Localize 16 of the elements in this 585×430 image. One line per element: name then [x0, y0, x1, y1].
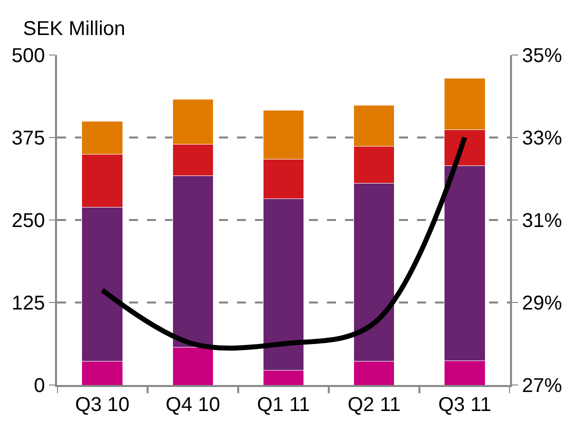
y-tick-label: 125: [12, 292, 45, 314]
y-tick-label: 500: [12, 45, 45, 67]
y2-tick-label: 27%: [522, 375, 562, 397]
x-tick-label: Q3 10: [75, 394, 130, 416]
y-tick-label: 375: [12, 128, 45, 150]
y2-tick-label: 29%: [522, 292, 562, 314]
x-tick-label: Q2 11: [348, 394, 401, 416]
y2-tick-label: 31%: [522, 210, 562, 232]
y2-tick-label: 35%: [522, 45, 562, 67]
y-axis-title: SEK Million: [23, 18, 126, 40]
y-tick-label: 0: [34, 375, 45, 397]
x-tick-label: Q3 11: [438, 394, 492, 416]
y-tick-label: 250: [12, 210, 45, 232]
x-tick-label: Q4 10: [166, 394, 220, 416]
x-tick-label: Q1 11: [257, 394, 310, 416]
y2-tick-label: 33%: [522, 128, 562, 150]
